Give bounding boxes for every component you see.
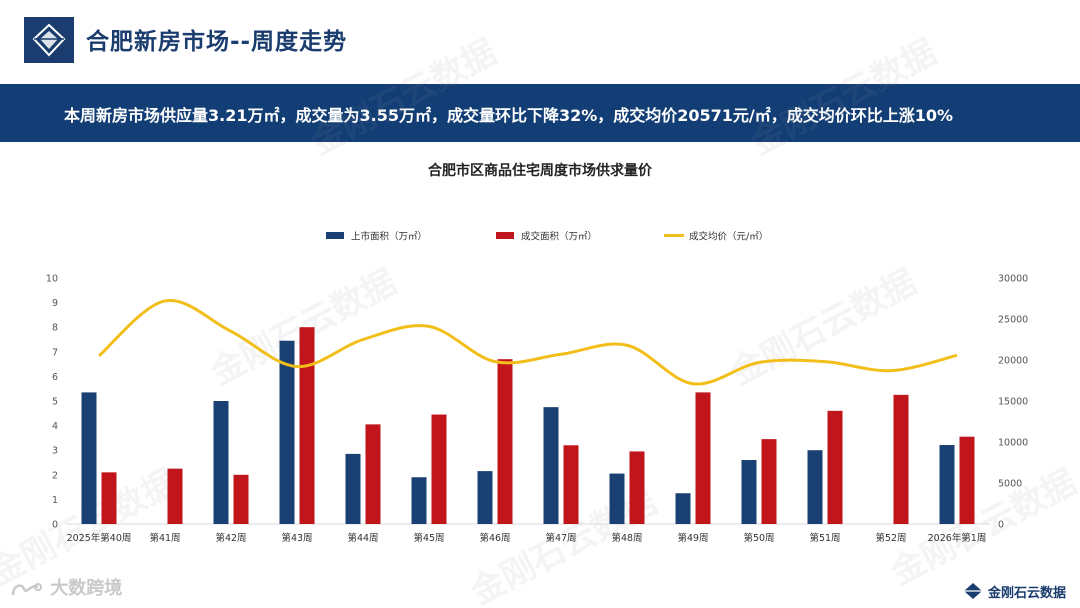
supply-bar: [543, 407, 559, 524]
legend-label: 上市面积（万㎡）: [351, 231, 427, 243]
chart-title: 合肥市区商品住宅周度市场供求量价: [428, 163, 652, 179]
page-title: 合肥新房市场--周度走势: [86, 29, 348, 55]
deal-bar: [233, 474, 249, 524]
supply-bar: [675, 493, 691, 524]
left-tick-label: 2: [52, 470, 58, 481]
supply-bar: [741, 460, 757, 524]
x-tick-label: 第47周: [545, 532, 576, 544]
supply-bar: [81, 392, 97, 524]
left-tick-label: 1: [52, 495, 58, 506]
left-tick-label: 0: [52, 520, 58, 531]
deal-bar: [167, 468, 183, 524]
header: 合肥新房市场--周度走势: [0, 0, 1080, 84]
supply-bar: [609, 473, 625, 524]
footer-left-brand: 大数跨境: [10, 574, 122, 600]
supply-bar: [939, 445, 955, 524]
legend-label: 成交面积（万㎡）: [521, 231, 597, 243]
supply-bar: [807, 450, 823, 524]
price-line: [98, 299, 958, 386]
x-tick-label: 第49周: [677, 532, 708, 544]
deal-bar: [299, 327, 315, 524]
legend-swatch: [496, 232, 514, 239]
supply-bar: [345, 453, 361, 524]
diamond-logo-icon: [964, 583, 982, 599]
right-tick-label: 30000: [998, 274, 1028, 285]
supply-bar: [279, 340, 295, 524]
x-tick-label: 第46周: [479, 532, 510, 544]
right-tick-label: 10000: [998, 438, 1028, 449]
right-tick-label: 15000: [998, 397, 1028, 408]
legend-swatch: [326, 232, 344, 239]
summary-banner: 本周新房市场供应量3.21万㎡，成交量为3.55万㎡，成交量环比下降32%，成交…: [0, 84, 1080, 142]
deal-bar: [893, 394, 909, 524]
deal-bar: [959, 436, 975, 524]
left-tick-label: 6: [52, 372, 58, 383]
x-tick-label: 第48周: [611, 532, 642, 544]
left-tick-label: 3: [52, 446, 58, 457]
deal-bar: [761, 439, 777, 524]
deal-bar: [431, 414, 447, 524]
right-tick-label: 25000: [998, 315, 1028, 326]
left-tick-label: 9: [52, 298, 58, 309]
x-tick-label: 第42周: [215, 532, 246, 544]
deal-bar: [629, 451, 645, 524]
supply-bar: [477, 471, 493, 524]
deal-bar: [827, 410, 843, 524]
x-tick-label: 第44周: [347, 532, 378, 544]
deal-bar: [563, 445, 579, 524]
deal-bar: [695, 392, 711, 524]
x-tick-label: 2025年第40周: [67, 532, 132, 544]
supply-bar: [411, 477, 427, 524]
right-tick-label: 0: [998, 520, 1004, 531]
left-tick-label: 8: [52, 323, 58, 334]
legend-label: 成交均价（元/㎡）: [689, 231, 768, 243]
left-tick-label: 10: [46, 274, 58, 285]
x-tick-label: 第45周: [413, 532, 444, 544]
left-tick-label: 4: [52, 421, 58, 432]
footer-left-text: 大数跨境: [50, 578, 123, 599]
x-tick-label: 第50周: [743, 532, 774, 544]
x-tick-label: 第43周: [281, 532, 312, 544]
x-tick-label: 第51周: [809, 532, 840, 544]
left-tick-label: 5: [52, 397, 58, 408]
summary-text: 本周新房市场供应量3.21万㎡，成交量为3.55万㎡，成交量环比下降32%，成交…: [64, 106, 954, 125]
footer-right-text: 金刚石云数据: [988, 586, 1067, 601]
deal-bar: [497, 359, 513, 524]
x-tick-label: 第41周: [149, 532, 180, 544]
left-tick-label: 7: [52, 347, 58, 358]
x-tick-label: 第52周: [875, 532, 906, 544]
x-tick-label: 2026年第1周: [928, 532, 987, 544]
brand-logo: [24, 17, 74, 63]
right-tick-label: 20000: [998, 356, 1028, 367]
deal-bar: [101, 472, 117, 524]
brand-mark-icon: [11, 583, 42, 596]
right-tick-label: 5000: [998, 479, 1022, 490]
supply-bar: [213, 401, 229, 524]
diamond-logo-icon: [32, 23, 66, 57]
deal-bar: [365, 424, 381, 524]
supply-demand-chart: 0 1 2 3 4 5 6 7 8 9 10 0 5000 10000 15000 20000 25000 300…: [46, 231, 1028, 545]
